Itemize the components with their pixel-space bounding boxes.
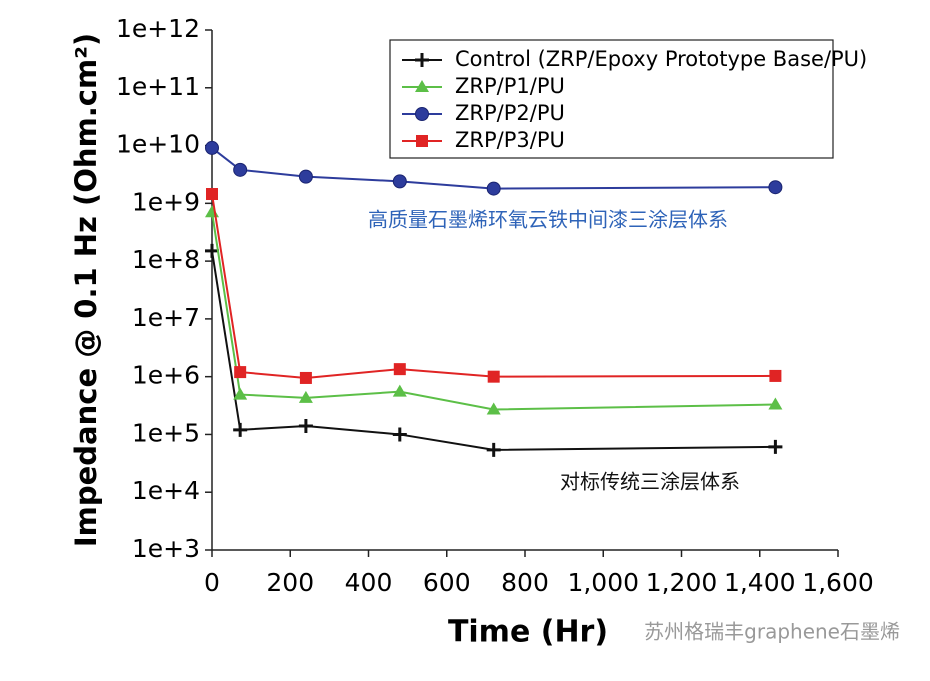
data-point xyxy=(486,402,501,415)
data-point xyxy=(206,188,218,201)
y-tick-label: 1e+9 xyxy=(132,187,200,216)
data-point xyxy=(205,140,219,155)
y-tick-label: 1e+6 xyxy=(132,361,200,390)
legend-label: Control (ZRP/Epoxy Prototype Base/PU) xyxy=(455,47,867,71)
legend-label: ZRP/P1/PU xyxy=(455,74,565,98)
x-tick-label: 1,400 xyxy=(724,568,796,597)
x-tick-label: 800 xyxy=(501,568,549,597)
legend-box xyxy=(389,39,834,159)
data-point xyxy=(486,181,501,196)
x-axis-label: Time (Hr) xyxy=(448,615,608,650)
data-point xyxy=(233,422,248,437)
y-tick-label: 1e+12 xyxy=(116,14,200,43)
data-point xyxy=(393,363,406,376)
legend-marker xyxy=(415,80,429,92)
x-tick-label: 1,200 xyxy=(646,568,718,597)
data-point xyxy=(768,439,783,454)
series-line xyxy=(211,212,776,411)
y-tick-label: 1e+8 xyxy=(132,245,200,274)
data-point xyxy=(233,162,248,177)
series-line xyxy=(211,250,776,451)
data-point xyxy=(298,419,313,434)
data-point xyxy=(487,370,500,383)
data-point xyxy=(205,243,219,258)
data-point xyxy=(392,174,407,189)
y-axis-label: Impedance @ 0.1 Hz (Ohm.cm²) xyxy=(69,33,103,547)
data-point xyxy=(769,369,782,382)
data-point xyxy=(486,442,501,457)
data-point xyxy=(392,427,407,442)
data-point xyxy=(299,371,312,384)
y-tick-label: 1e+7 xyxy=(132,303,200,332)
legend-label: ZRP/P2/PU xyxy=(455,101,565,125)
x-tick-label: 600 xyxy=(423,568,471,597)
x-tick-label: 1,600 xyxy=(802,568,874,597)
legend-label: ZRP/P3/PU xyxy=(455,128,565,152)
legend-marker xyxy=(415,107,429,121)
y-tick-label: 1e+4 xyxy=(132,476,200,505)
x-tick-label: 200 xyxy=(266,568,314,597)
data-point xyxy=(234,366,247,379)
y-tick-label: 1e+10 xyxy=(116,130,200,159)
data-point xyxy=(298,390,313,403)
watermark: 苏州格瑞丰graphene石墨烯 xyxy=(644,620,900,644)
x-tick-label: 0 xyxy=(204,568,220,597)
annotation: 对标传统三涂层体系 xyxy=(560,470,740,494)
y-tick-label: 1e+3 xyxy=(132,534,200,563)
data-point xyxy=(298,169,313,184)
x-tick-label: 1,000 xyxy=(567,568,639,597)
annotation: 高质量石墨烯环氧云铁中间漆三涂层体系 xyxy=(368,208,728,232)
y-tick-label: 1e+5 xyxy=(132,418,200,447)
legend-marker xyxy=(416,135,428,147)
data-point xyxy=(392,384,407,397)
x-tick-label: 400 xyxy=(345,568,393,597)
data-point xyxy=(768,180,783,195)
y-tick-label: 1e+11 xyxy=(116,72,200,101)
legend-marker xyxy=(415,53,429,67)
series-line xyxy=(211,193,776,379)
data-point xyxy=(205,205,219,218)
data-point xyxy=(768,397,783,410)
data-point xyxy=(233,387,248,400)
